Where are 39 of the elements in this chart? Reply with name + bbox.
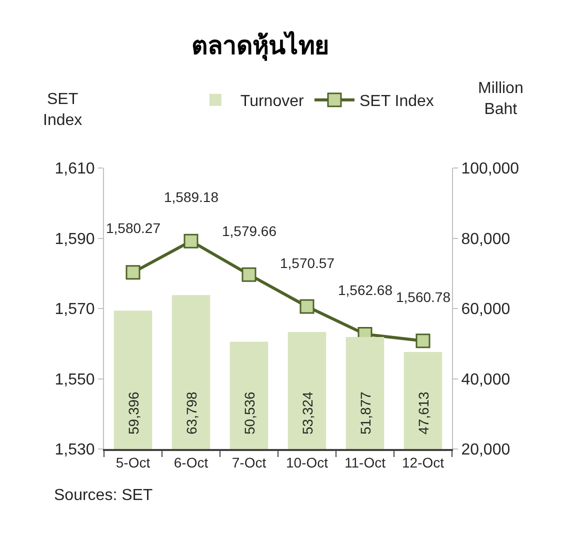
data-label: 1,560.78 [396, 289, 451, 305]
chart-title: ตลาดหุ้นไทย [191, 30, 330, 62]
x-tick-label: 5-Oct [116, 454, 150, 471]
point [242, 267, 256, 282]
y2-tick-label: 60,000 [461, 301, 510, 318]
data-label: 1,589.18 [164, 189, 219, 205]
x-tick-label: 11-Oct [344, 454, 386, 471]
data-label: 47,613 [416, 391, 432, 434]
y2-tick-label: 100,000 [461, 160, 520, 178]
data-label: 1,579.66 [222, 223, 277, 239]
x-tick-label: 6-Oct [174, 454, 208, 471]
point [184, 234, 198, 248]
legend-label: Turnover [240, 93, 304, 110]
data-label: 1,562.68 [338, 282, 393, 298]
data-label: 59,396 [126, 391, 142, 434]
y2-tick-label: 20,000 [461, 442, 510, 459]
point [416, 334, 430, 348]
y2-axis-title: Million Baht [478, 80, 524, 118]
data-label: 63,798 [184, 391, 200, 434]
y-tick-label: 1,590 [54, 230, 95, 248]
y-tick-label: 1,530 [54, 442, 95, 459]
data-label: 1,580.27 [106, 220, 161, 236]
x-tick-label: 12-Oct [402, 454, 444, 471]
y2-tick-label: 80,000 [461, 230, 510, 248]
data-label: 53,324 [300, 391, 316, 434]
point [300, 299, 314, 314]
source-note: Sources: SET [54, 487, 153, 504]
y-tick-label: 1,610 [54, 160, 95, 178]
data-label: 51,877 [358, 391, 374, 434]
y-axis-title: SET Index [43, 91, 82, 129]
x-tick-label: 7-Oct [232, 454, 266, 471]
y2-tick-label: 40,000 [461, 371, 510, 388]
x-tick-label: 10-Oct [286, 454, 328, 471]
data-label: 1,570.57 [280, 255, 335, 271]
y-tick-label: 1,550 [54, 371, 95, 388]
point [126, 265, 140, 280]
legend-label: SET Index [359, 93, 434, 110]
data-label: 50,536 [242, 391, 258, 434]
y-tick-label: 1,570 [54, 301, 95, 318]
